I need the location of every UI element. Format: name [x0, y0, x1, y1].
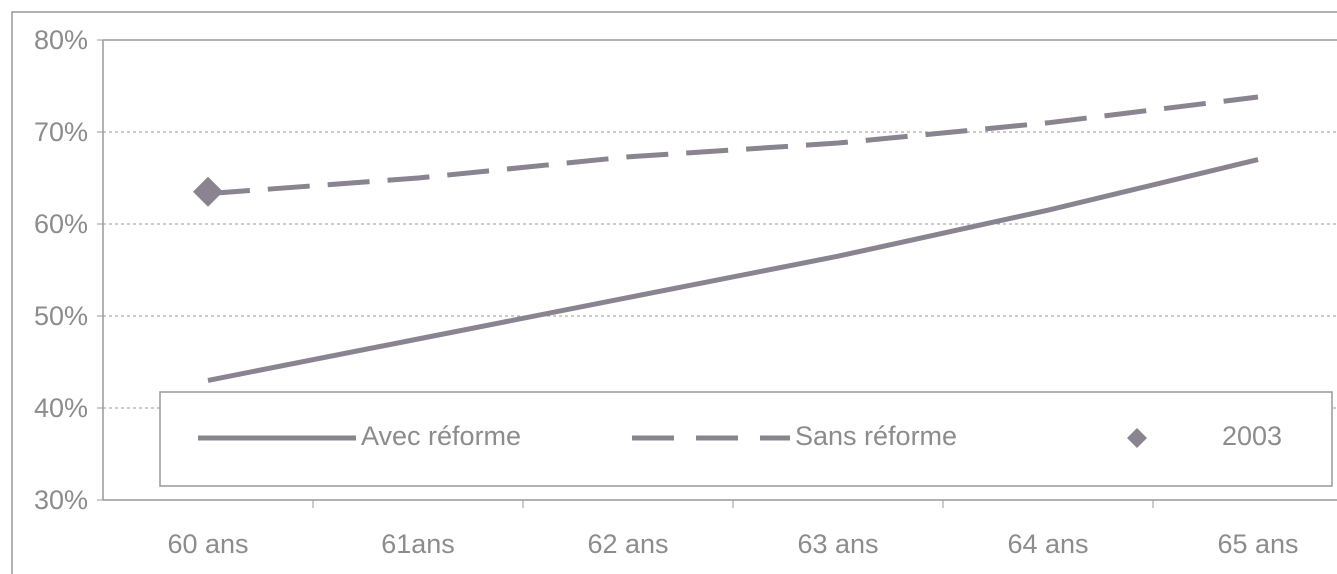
chart-frame	[11, 11, 1337, 574]
y-tick-label: 30%	[34, 485, 88, 515]
legend-label: 2003	[1222, 421, 1282, 451]
line	[207, 157, 1259, 383]
x-tick-label: 62 ans	[587, 529, 668, 559]
x-tick-label: 61ans	[381, 529, 455, 559]
y-tick-label: 40%	[34, 393, 88, 423]
x-tick-label: 63 ans	[797, 529, 878, 559]
legend-marker	[1127, 428, 1147, 448]
y-tick-label: 60%	[34, 209, 88, 239]
marker	[193, 176, 223, 207]
x-tick-label: 65 ans	[1217, 529, 1298, 559]
line	[207, 94, 1259, 197]
y-tick-label: 80%	[34, 25, 88, 55]
legend-label: Avec réforme	[361, 421, 521, 451]
x-tick-label: 60 ans	[167, 529, 248, 559]
legend-label: Sans réforme	[795, 421, 957, 451]
y-tick-label: 70%	[34, 117, 88, 147]
x-tick-label: 64 ans	[1007, 529, 1088, 559]
y-tick-label: 50%	[34, 301, 88, 331]
